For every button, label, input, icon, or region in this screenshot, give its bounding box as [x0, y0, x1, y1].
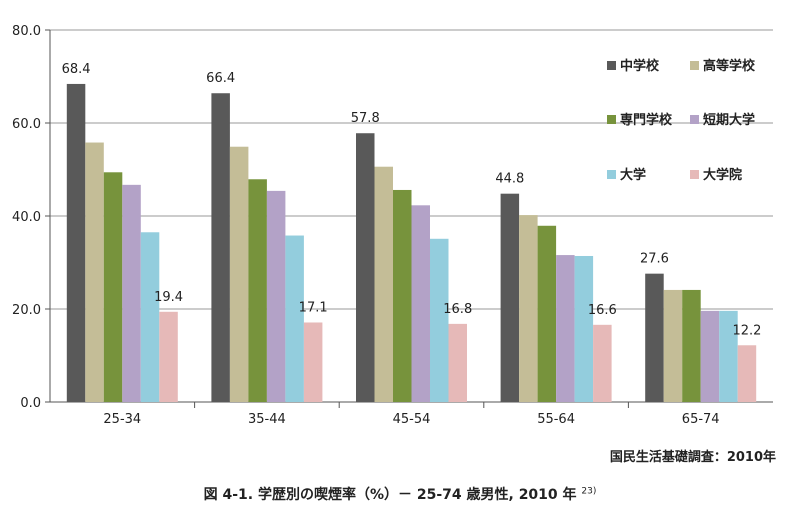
bar [103, 172, 123, 402]
data-label: 16.6 [588, 303, 617, 318]
bar [393, 189, 412, 402]
data-label: 27.6 [640, 252, 669, 267]
data-label: 44.8 [495, 172, 524, 187]
bar [159, 311, 178, 402]
bar [519, 215, 538, 402]
data-label: 19.4 [154, 290, 183, 305]
caption-reference: 23) [581, 486, 597, 497]
bar [285, 235, 304, 402]
bar [66, 83, 86, 402]
bar-chart: 0.0 20.0 40.0 60.0 80.0 68.4 19.4 25-34 66.4 17.1… [12, 24, 773, 427]
y-tick-label: 80.0 [12, 24, 41, 39]
bar [411, 205, 430, 402]
x-tick-label: 55-64 [537, 412, 575, 427]
bar [122, 184, 141, 402]
legend-label: 短期大学 [703, 112, 755, 128]
x-tick-label: 45-54 [393, 412, 431, 427]
bar [719, 310, 738, 402]
legend-label: 高等学校 [703, 58, 756, 74]
legend-label: 専門学校 [620, 112, 673, 128]
legend-label: 大学院 [703, 167, 742, 183]
bar [356, 133, 375, 403]
data-label: 16.8 [443, 302, 472, 317]
y-tick-label: 40.0 [12, 210, 41, 225]
bar [500, 193, 520, 402]
y-tick-label: 0.0 [20, 396, 41, 411]
bar [211, 93, 230, 403]
bar [737, 345, 757, 402]
bar [248, 179, 267, 402]
y-tick-label: 60.0 [12, 117, 41, 132]
data-label: 17.1 [299, 300, 328, 315]
bar [266, 190, 286, 402]
legend-swatch [607, 170, 616, 179]
caption-text: 図 4-1. 学歴別の喫煙率（%）－ 25-74 歳男性, 2010 年 [203, 487, 577, 503]
y-tick-label: 20.0 [12, 303, 41, 318]
data-label: 12.2 [732, 323, 761, 338]
bar [556, 255, 575, 402]
bar [574, 255, 594, 402]
source-note: 国民生活基礎調査：2010年 [609, 450, 776, 465]
legend-swatch [690, 115, 699, 124]
legend-label: 大学 [620, 167, 646, 183]
bar [682, 289, 701, 402]
x-tick-label: 25-34 [103, 412, 141, 427]
bar [430, 238, 449, 402]
bar [593, 324, 612, 402]
bar [85, 142, 104, 402]
x-tick-label: 35-44 [248, 412, 286, 427]
bar [140, 232, 160, 402]
legend-swatch [690, 61, 699, 70]
bar [448, 323, 467, 402]
figure-caption: 図 4-1. 学歴別の喫煙率（%）－ 25-74 歳男性, 2010 年 23) [0, 484, 800, 504]
bar [537, 225, 557, 402]
bar [229, 146, 249, 402]
legend-swatch [607, 115, 616, 124]
bar [700, 310, 720, 402]
legend-label: 中学校 [620, 58, 660, 74]
data-label: 66.4 [206, 71, 235, 86]
bar [374, 166, 393, 402]
bar [663, 289, 683, 402]
bar [303, 322, 323, 402]
legend-swatch [690, 170, 699, 179]
chart-area: 0.0 20.0 40.0 60.0 80.0 68.4 19.4 25-34 66.4 17.1… [12, 24, 773, 427]
data-label: 68.4 [62, 62, 91, 77]
legend-swatch [607, 61, 616, 70]
bar [645, 273, 664, 402]
data-label: 57.8 [351, 111, 380, 126]
x-tick-label: 65-74 [682, 412, 720, 427]
